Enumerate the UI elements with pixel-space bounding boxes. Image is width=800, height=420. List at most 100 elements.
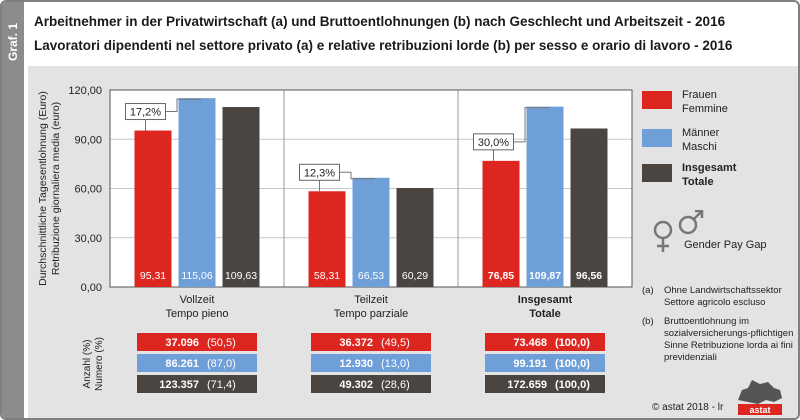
table-percent: (100,0)	[555, 379, 590, 391]
bar-maenner	[352, 177, 390, 287]
bar-insgesamt	[570, 128, 608, 287]
legend-item-frauen: Frauen Femmine	[642, 88, 728, 116]
gender-gap-label: 17,2%	[130, 107, 161, 119]
table-cell-insgesamt	[485, 375, 605, 393]
footer-copyright: © astat 2018 - lr	[652, 402, 724, 413]
table-cell-maenner	[485, 354, 605, 372]
legend-label-line: Frauen	[682, 89, 717, 101]
table-count: 99.191	[513, 358, 547, 370]
legend-label-line: Maschi	[682, 141, 717, 153]
bar-insgesamt	[396, 188, 434, 287]
table-percent: (50,5)	[207, 337, 236, 349]
note-b: (b) Bruttoentlohnung im sozialversicheru…	[642, 316, 798, 380]
gap-box	[299, 163, 340, 181]
table-cell-insgesamt	[137, 375, 257, 393]
bar-maenner	[526, 106, 564, 287]
gap-connector	[165, 98, 201, 113]
category-label: Totale	[529, 308, 561, 320]
table-percent: (100,0)	[555, 337, 590, 349]
table-axis-label: Numero (%)	[94, 337, 105, 391]
title-german: Arbeitnehmer in der Privatwirtschaft (a)…	[34, 14, 726, 29]
legend-label-line: Totale	[682, 176, 714, 188]
legend-swatch	[642, 164, 672, 182]
bar-frauen	[134, 130, 172, 287]
table-count: 172.659	[507, 379, 547, 391]
table-percent: (100,0)	[555, 358, 590, 370]
legend-label: Männer Maschi	[682, 126, 719, 154]
legend-label: Frauen Femmine	[682, 88, 728, 116]
bar-value-label: 60,29	[402, 270, 428, 282]
note-a-key: (a)	[642, 285, 654, 296]
bar-maenner	[178, 98, 216, 287]
gender-symbols-icon	[653, 210, 704, 252]
bar-value-label: 96,56	[576, 270, 602, 282]
side-tab: Graf. 1	[2, 2, 24, 418]
logo-text: astat	[749, 405, 770, 415]
gender-gap-label: 30,0%	[478, 137, 509, 149]
note-a-text: Ohne Landwirtschaftssektor Settore agric…	[664, 285, 782, 308]
table-cell-frauen	[137, 333, 257, 351]
y-tick-label: 120,00	[68, 85, 102, 97]
bar-value-label: 109,87	[529, 270, 561, 282]
legend-swatch	[642, 129, 672, 147]
legend-label: Insgesamt Totale	[682, 161, 736, 189]
gender-pay-gap-label: Gender Pay Gap	[684, 239, 767, 251]
bar-value-label: 95,31	[140, 270, 166, 282]
bar-frauen	[482, 160, 520, 287]
table-percent: (28,6)	[381, 379, 410, 391]
table-count: 36.372	[339, 337, 373, 349]
table-cell-maenner	[311, 354, 431, 372]
table-percent: (49,5)	[381, 337, 410, 349]
legend-label-line: Männer	[682, 127, 720, 139]
category-label: Insgesamt	[518, 294, 573, 306]
note-b-key: (b)	[642, 316, 654, 327]
note-b-text: Bruttoentlohnung im sozialversicherungs-…	[664, 316, 794, 363]
astat-logo: astat	[738, 380, 782, 415]
bar-value-label: 58,31	[314, 270, 340, 282]
table-count: 86.261	[165, 358, 199, 370]
bar-frauen	[308, 191, 346, 287]
bar-insgesamt	[222, 107, 260, 288]
legend-item-insgesamt: Insgesamt Totale	[642, 161, 736, 189]
bar-value-label: 109,63	[225, 270, 257, 282]
table-percent: (13,0)	[381, 358, 410, 370]
category-label: Teilzeit	[354, 294, 388, 306]
y-tick-label: 0,00	[81, 282, 102, 294]
table-count: 12.930	[339, 358, 373, 370]
legend-swatch	[642, 91, 672, 109]
y-tick-label: 90,00	[74, 134, 102, 146]
bar-value-label: 76,85	[488, 270, 514, 282]
legend-item-maenner: Männer Maschi	[642, 126, 719, 154]
table-count: 49.302	[339, 379, 373, 391]
category-label: Tempo pieno	[166, 308, 229, 320]
title-italian: Lavoratori dipendenti nel settore privat…	[34, 38, 733, 53]
category-label: Tempo parziale	[334, 308, 409, 320]
legend-label-line: Femmine	[682, 103, 728, 115]
table-percent: (71,4)	[207, 379, 236, 391]
table-cell-frauen	[311, 333, 431, 351]
gender-gap-label: 12,3%	[304, 167, 335, 179]
y-axis-label: Durchschnittliche Tagesentlohnung (Euro)	[37, 91, 49, 286]
y-axis-label: Retribuzione giornaliera media (euro)	[50, 102, 62, 275]
table-count: 123.357	[159, 379, 199, 391]
table-percent: (87,0)	[207, 358, 236, 370]
y-tick-label: 60,00	[74, 184, 102, 196]
table-axis-label: Anzahl (%)	[82, 340, 93, 389]
category-label: Vollzeit	[180, 294, 215, 306]
legend-label-line: Insgesamt	[682, 162, 737, 174]
note-a: (a) Ohne Landwirtschaftssektor Settore a…	[642, 285, 798, 313]
table-cell-insgesamt	[311, 375, 431, 393]
table-cell-maenner	[137, 354, 257, 372]
table-count: 37.096	[165, 337, 199, 349]
gap-connector	[513, 107, 549, 143]
y-tick-label: 30,00	[74, 233, 102, 245]
bar-value-label: 115,06	[181, 270, 212, 282]
table-count: 73.468	[513, 337, 547, 349]
gap-connector	[339, 171, 375, 180]
table-cell-frauen	[485, 333, 605, 351]
gap-box	[125, 103, 166, 121]
bar-value-label: 66,53	[358, 270, 384, 282]
gap-box	[473, 133, 514, 151]
